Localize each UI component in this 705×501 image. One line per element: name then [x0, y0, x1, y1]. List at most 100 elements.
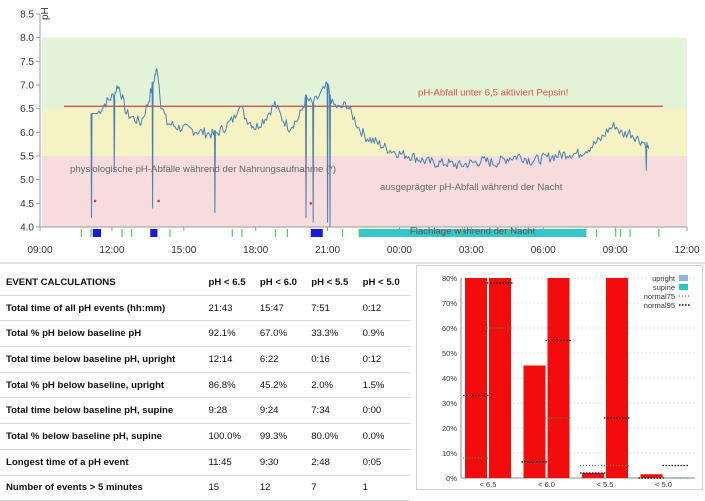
y-tick-label: 20% [442, 424, 457, 433]
table-cell: 6:22 [259, 353, 279, 365]
row-label: Total time of all pH events (hh:mm) [6, 302, 166, 314]
legend-label: normal95 [644, 301, 675, 310]
upright-marker [92, 229, 102, 237]
table-cell: 0:16 [311, 353, 330, 365]
night-annotation: ausgeprägter pH-Abfall während der Nacht [380, 182, 563, 193]
event-tick [629, 229, 631, 237]
table-cell: 67.0% [259, 328, 288, 340]
x-tick-label: 06:00 [531, 245, 556, 256]
table-cell: 33.3% [311, 328, 339, 340]
bar-supine [489, 278, 511, 478]
pepsin-threshold-label: pH-Abfall unter 6,5 aktiviert Pepsin! [418, 87, 568, 98]
x-tick-label: < 6.5 [480, 480, 497, 489]
x-tick-label: 09:00 [603, 245, 628, 256]
event-tick [121, 229, 123, 237]
x-tick-label: 12:00 [674, 245, 699, 256]
meal-marker [309, 202, 313, 205]
ph-zone-2 [42, 156, 687, 227]
ph-trace-line [90, 68, 650, 228]
row-label: Number of events > 5 minutes [6, 482, 143, 494]
bar-supine [606, 278, 628, 478]
y-tick-label: 70% [442, 299, 457, 308]
table-header-cell: pH < 6.5 [208, 276, 246, 288]
event-tick [509, 229, 511, 237]
ph-zone-1 [42, 108, 687, 156]
table-cell: 12:14 [208, 353, 233, 365]
event-tick [461, 229, 463, 237]
x-tick-label: 09:00 [27, 245, 52, 256]
table-cell: 21:43 [208, 302, 233, 314]
bar-supine [547, 278, 570, 478]
legend-swatch [679, 275, 688, 281]
event-tick [341, 229, 344, 237]
x-tick-label: < 6.0 [538, 480, 555, 489]
legend-label: upright [652, 274, 676, 283]
upright-marker [150, 229, 158, 237]
table-row: Number of events > 5 minutes 15 12 7 1 [0, 475, 410, 501]
event-tick [241, 229, 243, 237]
y-tick-label: 8.5 [20, 10, 34, 21]
event-tick [658, 229, 660, 237]
row-label: Longest time of a pH event [6, 456, 129, 468]
event-tick [131, 229, 133, 237]
event-tick [274, 229, 277, 237]
event-tick [90, 229, 92, 237]
y-tick-label: 4.0 [20, 223, 34, 234]
event-tick [595, 229, 598, 237]
event-tick [619, 229, 622, 237]
table-cell: 11:45 [208, 456, 232, 468]
table-cell: 99.3% [259, 430, 288, 442]
table-cell: 100.0% [208, 430, 242, 442]
legend-swatch [679, 284, 688, 290]
event-tick [169, 229, 171, 237]
y-tick-label: 80% [442, 274, 457, 283]
x-tick-label: < 5.0 [655, 480, 672, 489]
bar-upright [640, 474, 663, 478]
y-tick-label: 10% [442, 449, 457, 458]
table-cell: 1 [362, 482, 368, 494]
table-row: Total time below baseline pH, supine 9:28… [0, 398, 410, 424]
legend-label: supine [653, 283, 675, 292]
y-tick-label: 0% [446, 474, 457, 483]
ph-percent-bar-chart: 0% 10% 20% 30% 40% 50% 60% 70% 80% < 6.5 < 6.0 < 5.… [442, 274, 695, 489]
x-tick-label: 12:00 [99, 245, 124, 256]
table-header-cell: pH < 6.0 [259, 276, 297, 288]
y-tick-label: 7.5 [20, 57, 34, 68]
table-cell: 80.0% [311, 430, 339, 442]
event-tick [80, 229, 82, 237]
x-tick-label: 15:00 [171, 245, 196, 256]
table-cell: 86.8% [208, 379, 236, 391]
table-cell: 7:51 [311, 302, 330, 314]
meal-marker [93, 199, 97, 203]
y-tick-label: 6.0 [20, 128, 34, 139]
row-label: Total % pH below baseline, upright [6, 379, 165, 391]
ph-line-chart: 8.5 8.0 7.5 7.0 6.5 6.0 5.5 5.0 4.5 4.0 pH 09:00 12:… [20, 7, 700, 256]
table-cell: 0:12 [362, 353, 382, 365]
table-cell: 9:28 [208, 405, 228, 417]
table-cell: 7 [311, 482, 317, 494]
table-cell: 2:48 [311, 456, 330, 468]
y-tick-label: 5.5 [20, 152, 34, 163]
row-label: Total time below baseline pH, upright [6, 353, 176, 365]
meal-marker [157, 199, 160, 203]
table-cell: 12 [259, 482, 271, 494]
x-tick-label: 18:00 [243, 245, 268, 256]
bar-chart-panel: 0% 10% 20% 30% 40% 50% 60% 70% 80% < 6.5 < 6.0 < 5.… [416, 265, 703, 490]
y-tick-label: 60% [442, 324, 457, 333]
table-row: Longest time of a pH event 11:45 9:30 2:48 0… [0, 449, 410, 475]
event-tick [615, 229, 617, 237]
table-cell: 2.0% [311, 379, 334, 391]
table-row: Total % below baseline pH, supine 100.0% 9… [0, 424, 410, 450]
table-cell: 0.9% [362, 328, 385, 340]
table-cell: 0.0% [362, 430, 385, 442]
y-tick-label: 7.0 [20, 81, 34, 92]
table-header-cell: pH < 5.0 [362, 276, 400, 288]
legend-label: normal75 [644, 292, 675, 301]
section-divider [0, 262, 705, 264]
bar-upright [523, 365, 546, 478]
table-cell: 1.5% [362, 379, 385, 391]
y-tick-label: 4.5 [20, 199, 34, 210]
table-header-cell: pH < 5.5 [311, 276, 349, 288]
table-cell: 0:12 [362, 302, 382, 314]
event-calculations-table: EVENT CALCULATIONS pH < 6.5 pH < 6.0 pH < 5… [0, 270, 410, 501]
